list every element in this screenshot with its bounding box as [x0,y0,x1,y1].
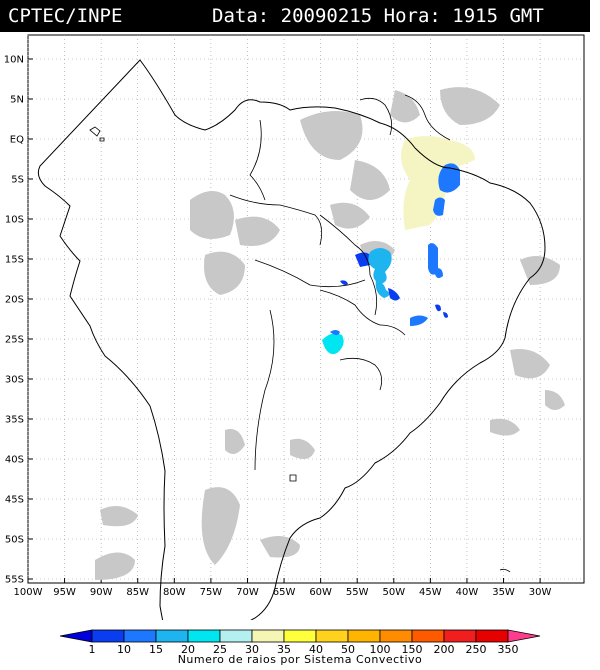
date-value: 20090215 [280,5,373,27]
lat-tick-label: 30S [5,375,24,386]
convective-cells [322,163,460,355]
colorbar-segment [475,629,509,643]
colorbar-label: 250 [466,643,487,654]
colorbar-segment [187,629,221,643]
lon-tick-label: 100W [14,587,43,598]
continent-outline [37,59,546,620]
colorbar-label: 1 [89,643,96,654]
colorbar-segment [91,629,125,643]
colorbar: 1 10 15 20 25 30 35 40 50 100 150 200 250 350 [59,629,541,654]
colorbar-label: 350 [498,643,519,654]
colorbar-label: 40 [309,643,323,654]
islands [89,126,511,573]
lon-tick-label: 60W [309,587,332,598]
colorbar-segments [59,629,541,643]
lat-tick-label: 20S [5,295,24,306]
colorbar-label: 150 [402,643,423,654]
colorbar-segment [219,629,253,643]
convective-area-low [401,136,475,230]
lon-tick-label: 65W [273,587,296,598]
colorbar-label: 50 [341,643,355,654]
lon-tick-label: 85W [126,587,149,598]
colorbar-label: 25 [213,643,227,654]
lon-tick-label: 90W [90,587,113,598]
colorbar-arrow-left [59,629,93,643]
country-borders [229,94,451,471]
colorbar-segment [443,629,477,643]
lon-tick-label: 75W [200,587,223,598]
colorbar-label: 10 [117,643,131,654]
colorbar-label: 20 [181,643,195,654]
colorbar-label: 15 [149,643,163,654]
colorbar-label: 200 [434,643,455,654]
colorbar-segment [347,629,381,643]
time-label: Hora: [383,5,441,27]
lat-tick-label: 55S [5,575,24,586]
lat-tick-label: EQ [10,135,24,146]
lon-tick-label: 35W [492,587,515,598]
date-label: Data: [212,5,270,27]
colorbar-label: 100 [370,643,391,654]
lat-tick-label: 15S [5,255,24,266]
lat-tick-label: 5S [11,175,24,186]
map-grid [27,35,584,583]
lightning-map: 10N5NEQ5S10S15S20S25S30S35S40S45S50S55S … [4,34,585,620]
time-value: 1915 GMT [452,5,544,27]
org-title: CPTEC/INPE [8,5,123,27]
lat-tick-label: 25S [5,335,24,346]
colorbar-segment [283,629,317,643]
date-time-title: Data: 20090215 Hora: 1915 GMT [212,0,544,32]
lon-tick-label: 50W [382,587,405,598]
lon-tick-label: 95W [53,587,76,598]
lon-tick-label: 45W [419,587,442,598]
lat-tick-label: 35S [5,415,24,426]
lat-tick-label: 10S [5,215,24,226]
lat-tick-label: 50S [5,535,24,546]
colorbar-segment [411,629,445,643]
longitude-axis: 100W 95W 90W 85W 80W 75W 70W 65W 60W 55W 50W 45W 40W… [14,587,552,598]
cloud-cover [95,87,565,580]
colorbar-label: 35 [277,643,291,654]
colorbar-segment [251,629,285,643]
lon-tick-label: 30W [529,587,552,598]
lat-tick-label: 40S [5,455,24,466]
colorbar-label: 30 [245,643,259,654]
colorbar-segment [123,629,157,643]
lon-tick-label: 80W [163,587,186,598]
lon-tick-label: 70W [236,587,259,598]
colorbar-segment [315,629,349,643]
lat-tick-label: 10N [4,55,24,66]
lat-tick-label: 5N [10,95,24,106]
colorbar-arrow-right [507,629,541,643]
colorbar-segment [155,629,189,643]
lon-tick-label: 55W [346,587,369,598]
colorbar-labels: 1 10 15 20 25 30 35 40 50 100 150 200 250 350 [89,643,519,654]
colorbar-caption: Numero de raios por Sistema Convectivo [177,653,423,666]
map-border [27,34,585,584]
latitude-axis: 10N 5N EQ 5S 10S 15S 20S 25S 30S 35S 40S 45S 50S 55S [4,55,24,586]
header-bar: CPTEC/INPE Data: 20090215 Hora: 1915 GMT [0,0,590,32]
lat-tick-label: 45S [5,495,24,506]
colorbar-segment [379,629,413,643]
lon-tick-label: 40W [456,587,479,598]
